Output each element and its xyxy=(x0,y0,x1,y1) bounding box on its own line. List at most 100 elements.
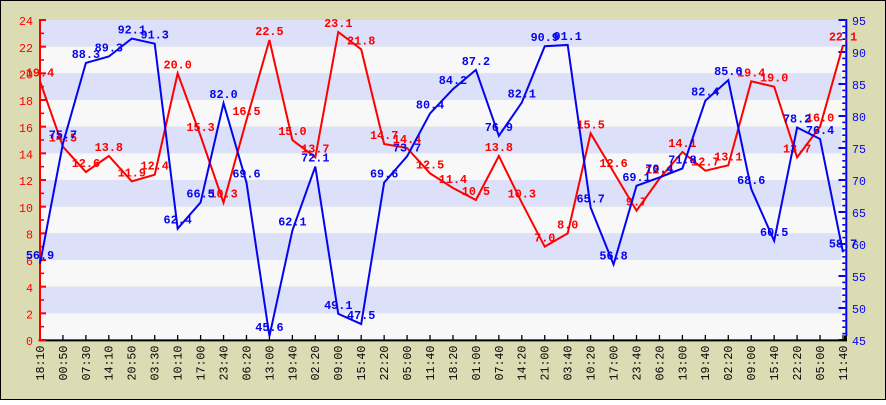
svg-text:90: 90 xyxy=(852,48,866,61)
svg-text:58.7: 58.7 xyxy=(829,237,857,251)
svg-text:14:20: 14:20 xyxy=(517,346,530,381)
svg-text:45.6: 45.6 xyxy=(255,321,283,335)
svg-text:70: 70 xyxy=(852,176,866,189)
svg-text:45: 45 xyxy=(852,336,866,349)
svg-text:4: 4 xyxy=(26,283,33,296)
svg-text:09:00: 09:00 xyxy=(333,346,346,381)
svg-text:17:00: 17:00 xyxy=(608,346,621,381)
svg-text:69.1: 69.1 xyxy=(622,171,650,185)
svg-text:22: 22 xyxy=(19,43,33,56)
svg-text:87.2: 87.2 xyxy=(462,55,490,69)
svg-text:85: 85 xyxy=(852,80,866,93)
svg-text:19:40: 19:40 xyxy=(700,346,713,381)
svg-text:19.4: 19.4 xyxy=(26,66,54,80)
svg-text:6: 6 xyxy=(26,256,33,269)
svg-text:20.0: 20.0 xyxy=(163,58,191,72)
svg-text:15.5: 15.5 xyxy=(576,118,604,132)
svg-text:13.8: 13.8 xyxy=(95,141,123,155)
svg-text:18:10: 18:10 xyxy=(35,346,48,381)
svg-text:55: 55 xyxy=(852,272,866,285)
svg-text:76.4: 76.4 xyxy=(806,124,834,138)
svg-text:12.4: 12.4 xyxy=(141,160,169,174)
svg-text:11:40: 11:40 xyxy=(425,346,438,381)
svg-text:06:20: 06:20 xyxy=(241,346,254,381)
svg-text:03:30: 03:30 xyxy=(150,346,163,381)
svg-text:62.4: 62.4 xyxy=(163,214,191,228)
svg-text:66.5: 66.5 xyxy=(186,187,214,201)
svg-text:78.2: 78.2 xyxy=(783,113,811,127)
svg-text:13.8: 13.8 xyxy=(485,141,513,155)
svg-text:76.9: 76.9 xyxy=(485,121,513,135)
svg-text:7.0: 7.0 xyxy=(534,232,555,246)
svg-text:88.3: 88.3 xyxy=(72,48,100,62)
svg-text:11.9: 11.9 xyxy=(118,166,146,180)
svg-text:22:20: 22:20 xyxy=(792,346,805,381)
svg-text:14: 14 xyxy=(19,149,33,162)
svg-text:9.7: 9.7 xyxy=(626,196,647,210)
svg-text:92.1: 92.1 xyxy=(118,24,146,38)
svg-text:15.3: 15.3 xyxy=(186,121,214,135)
svg-text:13.7: 13.7 xyxy=(301,142,329,156)
svg-text:60.5: 60.5 xyxy=(760,226,788,240)
svg-text:05:00: 05:00 xyxy=(815,346,828,381)
svg-text:50: 50 xyxy=(852,304,866,317)
svg-text:84.2: 84.2 xyxy=(439,74,467,88)
svg-text:10:10: 10:10 xyxy=(173,346,186,381)
svg-text:10.5: 10.5 xyxy=(462,185,490,199)
svg-text:8.0: 8.0 xyxy=(557,218,578,232)
svg-text:22.5: 22.5 xyxy=(255,25,283,39)
svg-text:06:20: 06:20 xyxy=(654,346,667,381)
svg-text:21:00: 21:00 xyxy=(540,346,553,381)
svg-text:13.1: 13.1 xyxy=(714,150,742,164)
svg-text:10.3: 10.3 xyxy=(209,188,237,202)
svg-text:91.3: 91.3 xyxy=(141,29,169,43)
svg-text:07:30: 07:30 xyxy=(81,346,94,381)
svg-text:20:50: 20:50 xyxy=(127,346,140,381)
svg-text:02:20: 02:20 xyxy=(310,346,323,381)
svg-text:22:20: 22:20 xyxy=(379,346,392,381)
svg-text:2: 2 xyxy=(26,309,33,322)
svg-text:49.1: 49.1 xyxy=(324,299,352,313)
svg-text:68.6: 68.6 xyxy=(737,174,765,188)
svg-text:95: 95 xyxy=(852,16,866,29)
svg-text:80.4: 80.4 xyxy=(416,98,444,112)
svg-text:75: 75 xyxy=(852,144,866,157)
svg-text:75.7: 75.7 xyxy=(49,129,77,143)
svg-text:14:10: 14:10 xyxy=(104,346,117,381)
svg-text:24: 24 xyxy=(19,16,33,29)
svg-text:70.4: 70.4 xyxy=(645,162,673,176)
svg-text:19.0: 19.0 xyxy=(760,72,788,86)
svg-text:82.4: 82.4 xyxy=(691,86,719,100)
svg-text:62.1: 62.1 xyxy=(278,216,306,230)
svg-text:0: 0 xyxy=(26,336,33,349)
svg-text:71.8: 71.8 xyxy=(668,153,696,167)
svg-text:91.1: 91.1 xyxy=(554,30,582,44)
svg-text:19:40: 19:40 xyxy=(287,346,300,381)
svg-text:72.1: 72.1 xyxy=(301,152,329,166)
svg-text:56.9: 56.9 xyxy=(26,249,54,263)
svg-text:16.0: 16.0 xyxy=(806,112,834,126)
svg-text:20: 20 xyxy=(19,69,33,82)
svg-text:18:20: 18:20 xyxy=(448,346,461,381)
svg-text:69.6: 69.6 xyxy=(232,168,260,182)
svg-text:85.6: 85.6 xyxy=(714,65,742,79)
svg-text:23:40: 23:40 xyxy=(218,346,231,381)
svg-text:01:00: 01:00 xyxy=(471,346,484,381)
svg-text:15:40: 15:40 xyxy=(356,346,369,381)
svg-text:21.8: 21.8 xyxy=(347,34,375,48)
svg-text:69.6: 69.6 xyxy=(370,168,398,182)
svg-text:47.5: 47.5 xyxy=(347,309,375,323)
svg-text:12.6: 12.6 xyxy=(72,157,100,171)
svg-text:05:00: 05:00 xyxy=(402,346,415,381)
svg-text:60: 60 xyxy=(852,240,866,253)
svg-text:16: 16 xyxy=(19,123,33,136)
svg-text:03:40: 03:40 xyxy=(563,346,576,381)
svg-text:23.1: 23.1 xyxy=(324,17,352,31)
svg-text:8: 8 xyxy=(26,229,33,242)
svg-text:15.0: 15.0 xyxy=(278,125,306,139)
svg-text:65.7: 65.7 xyxy=(576,193,604,207)
svg-text:14.5: 14.5 xyxy=(49,132,77,146)
svg-text:23:40: 23:40 xyxy=(631,346,644,381)
svg-text:18: 18 xyxy=(19,96,33,109)
svg-text:12.7: 12.7 xyxy=(691,156,719,170)
